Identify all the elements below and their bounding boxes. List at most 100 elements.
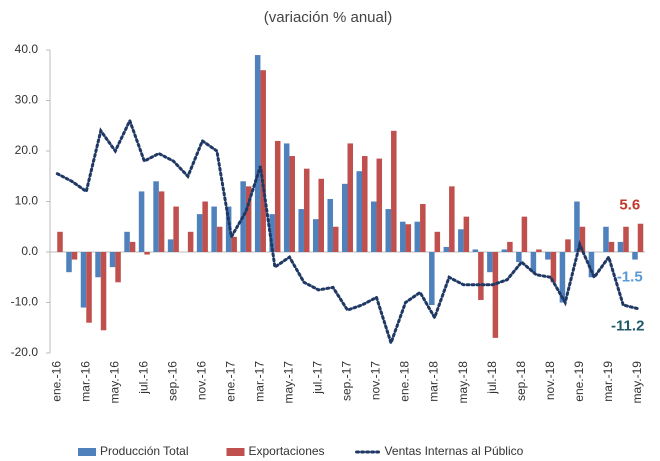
bar xyxy=(95,252,101,278)
bar xyxy=(608,241,615,252)
bar xyxy=(303,168,310,252)
bar xyxy=(332,226,339,252)
bar xyxy=(376,158,383,252)
line xyxy=(55,116,640,348)
bar xyxy=(196,214,203,252)
bar xyxy=(254,55,261,252)
x-tick-label: may.-19 xyxy=(630,361,644,404)
bar xyxy=(405,224,412,252)
y-tick-label: 30.0 xyxy=(15,93,39,107)
bar xyxy=(138,191,145,252)
bar xyxy=(283,143,290,252)
y-tick-label: 10.0 xyxy=(15,194,39,208)
bar xyxy=(173,206,179,252)
bar xyxy=(341,183,348,252)
bar xyxy=(57,231,63,252)
x-tick-label: mar.-16 xyxy=(78,361,92,402)
bar xyxy=(617,241,624,252)
x-tick-label: nov.-18 xyxy=(543,361,557,400)
bar xyxy=(100,252,107,331)
x-tick-label: ene.-18 xyxy=(398,361,412,402)
bar xyxy=(603,226,609,252)
bar xyxy=(167,239,174,252)
bar xyxy=(550,252,557,283)
bar xyxy=(66,252,72,273)
bar xyxy=(492,252,499,338)
bar xyxy=(420,204,426,252)
bar xyxy=(449,186,455,252)
bar xyxy=(71,252,78,260)
bar xyxy=(231,236,237,252)
bar xyxy=(298,209,304,252)
bar xyxy=(109,252,116,268)
y-tick-label: 20.0 xyxy=(15,143,39,157)
bar xyxy=(211,206,217,252)
bar xyxy=(478,252,484,300)
x-tick-label: nov.-17 xyxy=(369,361,383,400)
bar xyxy=(371,201,377,252)
y-tick-label: 0.0 xyxy=(21,244,38,258)
bar xyxy=(269,214,275,252)
bar xyxy=(434,231,441,252)
legend-label: Exportaciones xyxy=(249,444,325,458)
x-tick-label: mar.-18 xyxy=(427,361,441,402)
bar xyxy=(327,198,333,252)
bar xyxy=(362,156,368,252)
x-tick-label: nov.-16 xyxy=(195,361,209,400)
data-label: -11.2 xyxy=(611,318,644,335)
x-tick-label: sep.-16 xyxy=(166,361,180,401)
x-tick-label: may.-17 xyxy=(282,361,296,404)
bar xyxy=(274,140,281,252)
x-tick-label: sep.-17 xyxy=(340,361,354,401)
y-tick-label: -10.0 xyxy=(11,295,39,309)
bar xyxy=(144,252,150,255)
bar xyxy=(80,252,87,308)
bar xyxy=(507,241,513,252)
bar xyxy=(385,209,392,252)
bar xyxy=(516,252,522,263)
x-tick-label: sep.-18 xyxy=(514,361,528,401)
bar xyxy=(588,252,595,278)
bar xyxy=(414,221,421,252)
bar xyxy=(536,249,542,252)
bar xyxy=(260,70,266,252)
x-tick-label: jul.-16 xyxy=(137,361,151,395)
bar xyxy=(565,239,571,252)
bar xyxy=(202,201,208,252)
bar xyxy=(472,249,479,252)
bar xyxy=(463,216,470,252)
bar xyxy=(559,252,566,303)
bar xyxy=(458,229,464,252)
bar xyxy=(632,252,638,260)
bar xyxy=(318,178,324,252)
data-label: -1.5 xyxy=(617,269,643,286)
bar xyxy=(623,226,629,252)
bar xyxy=(86,252,92,323)
y-tick-label: -20.0 xyxy=(11,345,39,359)
bar xyxy=(289,156,295,252)
x-tick-label: jul.-18 xyxy=(485,361,499,395)
bar xyxy=(501,249,508,252)
bar xyxy=(115,252,121,283)
x-tick-label: ene.-17 xyxy=(224,361,238,402)
bar xyxy=(545,252,551,260)
chart-title: (variación % anual) xyxy=(264,9,392,26)
legend-swatch xyxy=(78,448,96,456)
bar xyxy=(521,216,528,252)
x-tick-label: may.-16 xyxy=(107,361,121,404)
x-tick-label: mar.-17 xyxy=(253,361,267,402)
bar xyxy=(153,181,159,252)
legend-swatch xyxy=(226,448,245,456)
data-label: 5.6 xyxy=(619,197,640,214)
bar xyxy=(429,252,435,306)
x-tick-label: mar.-19 xyxy=(601,361,615,402)
x-tick-label: may.-18 xyxy=(456,361,470,404)
bar xyxy=(574,201,580,252)
x-tick-label: ene.-19 xyxy=(572,361,586,402)
bar xyxy=(356,171,363,252)
bar xyxy=(312,219,319,252)
bar xyxy=(158,191,165,252)
bar xyxy=(443,246,450,252)
bar xyxy=(637,223,644,252)
